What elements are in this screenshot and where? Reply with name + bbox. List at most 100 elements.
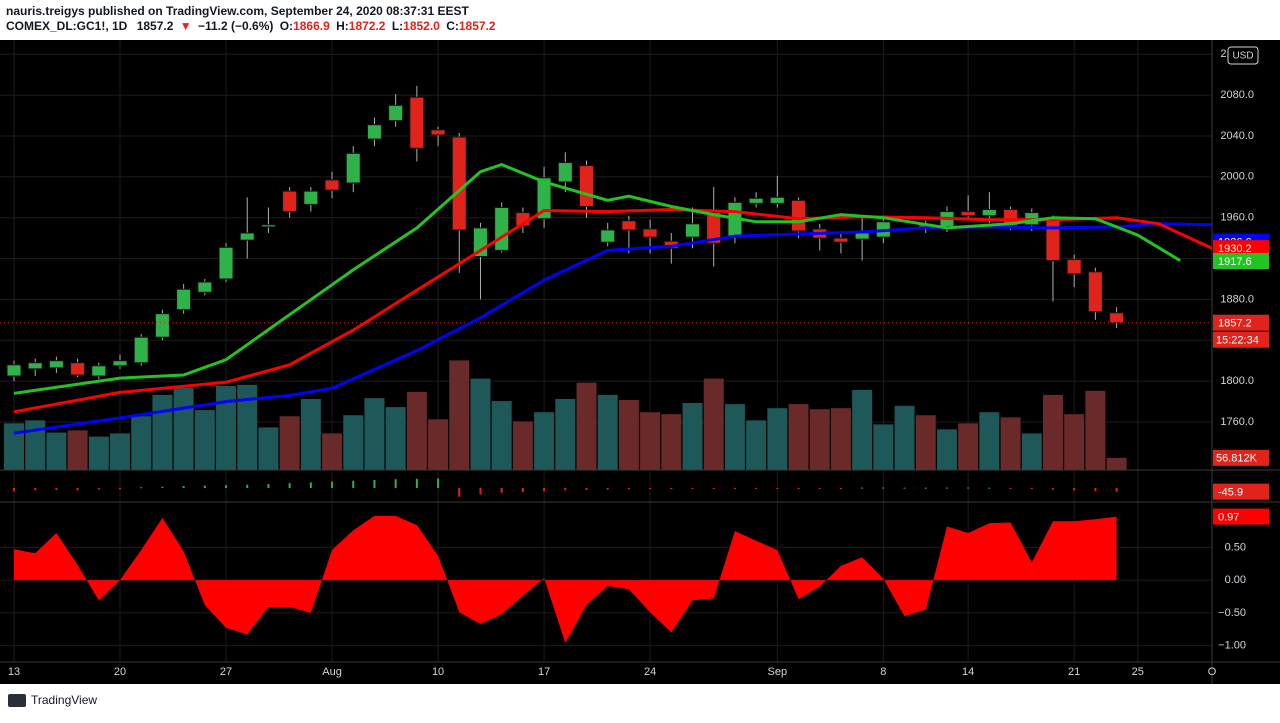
histogram-bar: [373, 480, 376, 488]
y-tick-label: 1880.0: [1220, 293, 1254, 305]
volume-bar: [936, 429, 957, 470]
symbol: COMEX_DL:GC1!, 1D: [6, 19, 128, 33]
volume-bar: [258, 427, 279, 470]
candle-body: [642, 228, 658, 238]
candle-body: [176, 288, 192, 311]
volume-label: 56.812K: [1216, 453, 1258, 465]
close: 1857.2: [459, 19, 496, 33]
volume-bar: [1000, 417, 1021, 470]
candle-body: [981, 209, 997, 217]
oscillator-value-badge: [1213, 508, 1269, 525]
histogram-bar: [182, 486, 185, 488]
volume-bar: [746, 420, 767, 470]
candle-body: [600, 229, 616, 243]
histogram-bar: [119, 488, 122, 490]
volume-bar: [428, 419, 449, 470]
histogram-value-badge: [1213, 483, 1269, 500]
candle-body: [6, 364, 22, 377]
candle-body: [91, 365, 107, 377]
candle-body: [366, 124, 382, 140]
change-arrow: ▼: [180, 19, 192, 33]
histogram-bar: [924, 487, 927, 489]
volume-bar: [958, 423, 979, 470]
histogram-bar: [288, 483, 291, 488]
volume-bar: [809, 409, 830, 470]
histogram-bar: [1094, 488, 1097, 492]
histogram-bar: [776, 488, 779, 489]
histogram-bar: [55, 488, 58, 490]
candle-body: [48, 360, 64, 369]
volume-bar: [767, 408, 788, 470]
histogram-bar: [521, 488, 524, 492]
low: 1852.0: [403, 19, 440, 33]
candle-body: [854, 232, 870, 240]
low-label: L:: [392, 19, 403, 33]
candle-body: [621, 220, 637, 231]
candle-body: [282, 190, 298, 213]
candle-body: [239, 232, 255, 241]
histogram-bar: [437, 478, 440, 488]
histogram-bar: [140, 487, 143, 489]
x-tick-label: 27: [220, 666, 232, 678]
volume-bar: [682, 403, 703, 470]
volume-bar: [449, 360, 470, 470]
volume-bar: [406, 391, 427, 470]
histogram-bar: [606, 488, 609, 490]
x-tick-label: 8: [880, 666, 886, 678]
volume-bar: [534, 412, 555, 470]
ma-value-label: 1917.6: [1218, 256, 1252, 268]
histogram-bar: [394, 479, 397, 488]
change: −11.2 (−0.6%): [198, 19, 273, 33]
volume-bar: [322, 433, 343, 470]
brand: TradingView: [31, 693, 97, 707]
volume-bar: [1042, 394, 1063, 470]
symbol-line: COMEX_DL:GC1!, 1D 1857.2 ▼ −11.2 (−0.6%)…: [6, 19, 496, 33]
x-tick-label: Aug: [322, 666, 342, 678]
countdown-label: 15:22:34: [1216, 335, 1259, 347]
last-price-label: 1857.2: [1218, 318, 1252, 330]
volume-bar: [279, 416, 300, 470]
countdown-badge: [1213, 331, 1269, 348]
candle-body: [260, 224, 276, 228]
histogram-bar: [1115, 488, 1118, 492]
candle-body: [706, 212, 722, 244]
volume-bar: [3, 423, 24, 470]
histogram-bar: [76, 488, 79, 491]
volume-bar: [661, 414, 682, 470]
volume-bar: [618, 400, 639, 470]
volume-bar: [67, 430, 88, 470]
volume-bar: [385, 407, 406, 470]
histogram-bar: [12, 488, 15, 492]
volume-bar: [512, 421, 533, 470]
histogram-bar: [691, 488, 694, 489]
x-tick-label: 14: [962, 666, 974, 678]
histogram-bar: [882, 487, 885, 489]
histogram-bar: [225, 485, 228, 488]
volume-bar: [788, 404, 809, 470]
histogram-bar: [839, 488, 842, 489]
currency-label: USD: [1232, 51, 1253, 62]
last-price-badge: [1213, 314, 1269, 331]
y-tick-label: 1800.0: [1220, 375, 1254, 387]
osc-tick-label: −1.00: [1218, 639, 1246, 651]
candle-body: [324, 179, 340, 191]
x-tick-label: 13: [8, 666, 20, 678]
histogram-bar: [1051, 488, 1054, 490]
histogram-bar: [988, 487, 991, 489]
osc-tick-label: −0.50: [1218, 607, 1246, 619]
oscillator-value-label: 0.97: [1218, 511, 1239, 523]
histogram-bar: [331, 481, 334, 488]
volume-bar: [894, 405, 915, 470]
logo-icon: [8, 694, 26, 707]
volume-bar: [25, 420, 46, 470]
histogram-bar: [352, 480, 355, 488]
histogram-bar: [1030, 488, 1033, 489]
volume-bar: [1085, 390, 1106, 470]
publisher-line: nauris.treigys published on TradingView.…: [6, 4, 470, 18]
volume-bar: [300, 398, 321, 470]
x-tick-label: Sep: [768, 666, 788, 678]
histogram-bar: [818, 488, 821, 489]
candle-body: [685, 223, 701, 238]
histogram-bar: [585, 488, 588, 490]
candle-body: [70, 362, 86, 376]
